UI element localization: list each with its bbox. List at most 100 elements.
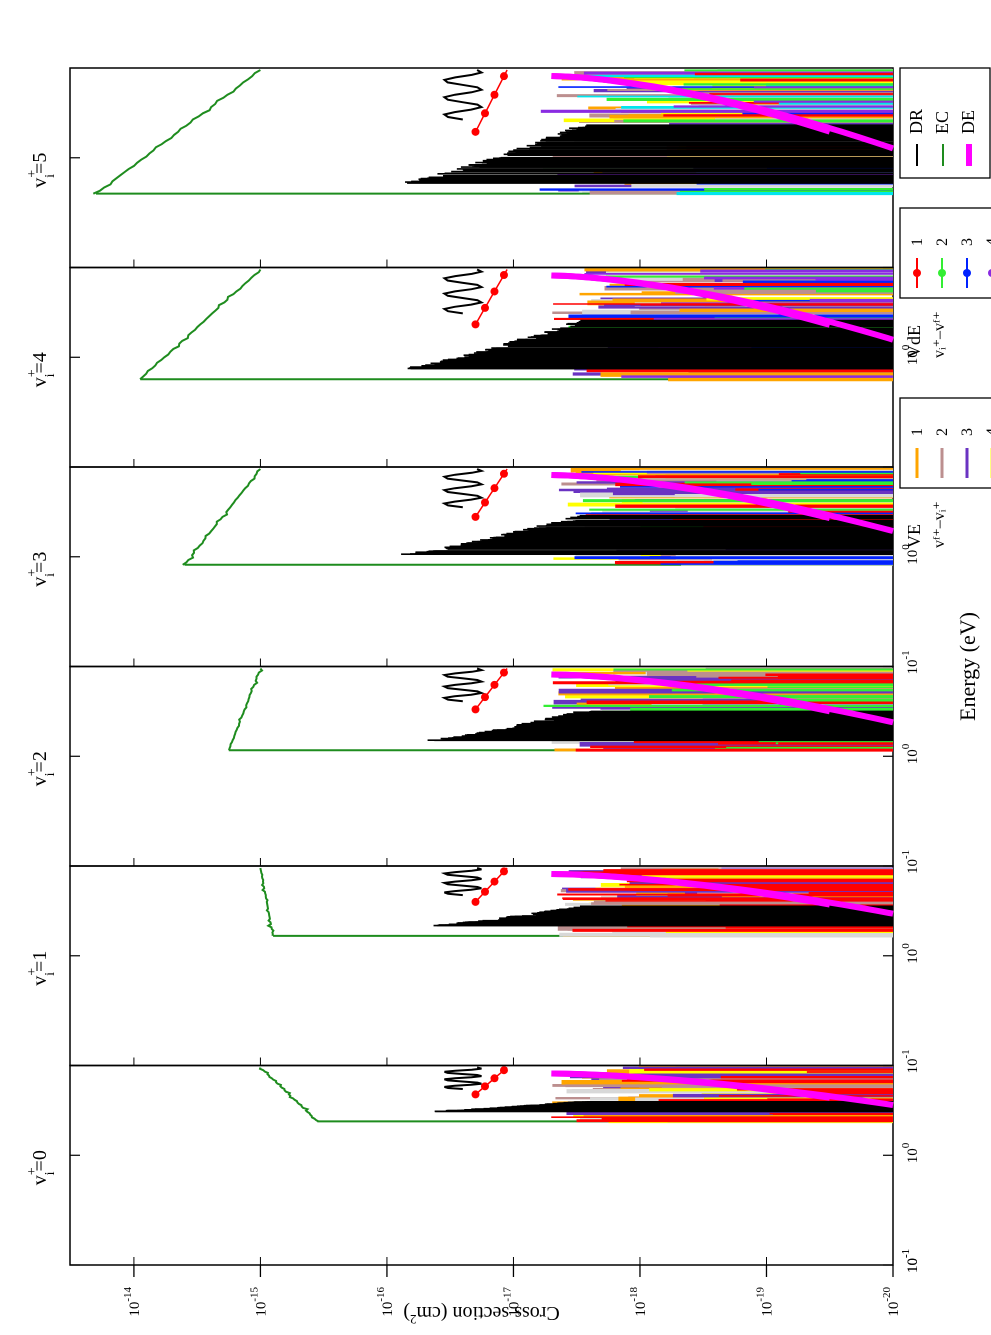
vde-marker [490,680,499,689]
legend-vde-label: 2 [934,238,951,246]
panel-label-sub: i [43,1171,58,1175]
vde-marker [471,897,480,906]
de-curve [551,472,894,534]
ec-curve [228,667,264,751]
legend-ve-label: 3 [959,428,976,436]
ec-curve [92,69,261,195]
de-curve [551,871,894,917]
vde-marker [471,512,480,521]
y-tick-exponent: -16 [375,1287,387,1302]
vde-marker [480,109,489,118]
vde-marker [471,320,480,329]
panel-label: v+ i=5 [25,153,58,188]
legend-ve-header: vᶠ⁺–vᵢ⁺ [931,501,948,548]
dr-tail [441,268,485,315]
vde-marker [499,469,508,478]
x-tick-label: 10-1 [900,850,921,874]
legend-ve-label: 2 [934,428,951,436]
y-tick-exponent: -18 [628,1287,640,1302]
x-tick-exponent: -1 [900,1049,912,1058]
legend-vde-header: vᵢ⁺–vᶠ⁺ [931,311,948,358]
panel-1: v+ i=1 10-1 100 [25,865,921,1074]
y-tick-label: 10-20 [881,1287,902,1317]
vde-marker [499,867,508,876]
x-tick-exponent: -1 [900,1249,912,1258]
figure-content: 10-2010-1910-1810-1710-1610-1510-14Cross… [25,67,991,1327]
vde-marker [490,484,499,493]
y-tick-label: 10-18 [628,1287,649,1317]
legend-vde-marker [938,269,946,277]
x-tick-exponent: 0 [900,943,912,949]
x-axis-title: Energy (eV) [955,612,980,721]
panel-label-sup: + [25,1167,40,1175]
legend-vde-label: 3 [959,238,976,246]
legend-vde-title: VdE [904,325,924,358]
legend-ve-label: 1 [909,428,926,436]
panel-label-sup: + [25,768,40,776]
y-tick-exponent: -17 [501,1287,513,1302]
panel-label-sup: + [25,569,40,577]
de-curve [551,1070,894,1108]
panel-label: v+ i=3 [25,552,58,587]
legend-label-dr: DR [906,109,926,134]
legend-vde-marker [963,269,971,277]
vde-marker [480,498,489,507]
x-tick-label: 10-1 [900,1249,921,1273]
x-tick-exponent: -1 [900,850,912,859]
dr-tail [440,667,486,703]
x-tick-label: 100 [900,743,921,764]
vde-marker [499,1066,508,1075]
x-tick-exponent: 0 [900,1142,912,1148]
vde-marker [499,72,508,81]
ec-curve [182,468,262,566]
de-curve [551,272,894,343]
x-tick-exponent: -1 [900,1249,912,1258]
vde-marker [471,1090,480,1099]
ec-curve [258,1067,319,1123]
legend-label-de: DE [958,110,978,134]
y-tick-label: 10-19 [754,1287,775,1317]
y-axis: 10-2010-1910-1810-1710-1610-1510-14Cross… [122,1265,902,1327]
legend-vde-box [899,207,991,299]
de-curve [551,671,894,726]
panel-label: v+ i=1 [25,951,58,986]
legend-vde-label: 4 [984,238,991,246]
dr-tail [441,468,485,509]
vde-curve [474,69,508,133]
x-tick-label: 10-1 [900,1049,921,1073]
x-tick-exponent: 0 [900,344,912,350]
legend-vde-marker [913,269,921,277]
y-axis-title-close: ) [403,1302,410,1324]
y-tick-exponent: -19 [754,1287,766,1302]
panel-label: v+ i=0 [25,1150,58,1185]
panel-label-eq: =0 [29,1150,51,1171]
legend-ve-label: 4 [984,428,991,436]
legend-ve-title: VE [904,524,924,548]
x-tick-label: 10-1 [900,650,921,674]
panel-label-sub: i [43,373,58,377]
panel-label-sub: i [43,174,58,178]
vde-curve [474,269,508,325]
vde-marker [490,90,499,99]
panel-label-sup: + [25,968,40,976]
panel-2: v+ i=2 10-1 100 [25,665,921,874]
y-tick-label: 10-15 [248,1287,269,1317]
dr-tail [440,867,482,897]
vde-marker [490,287,499,296]
panel-label-eq: =4 [29,352,51,373]
panel-label-sub: i [43,972,58,976]
ec-curve [139,268,262,380]
vde-marker [480,303,489,312]
rotated-plot: 10-2010-1910-1810-1710-1610-1510-14Cross… [25,67,991,1327]
x-tick-exponent: -1 [900,650,912,659]
x-tick-label: 100 [900,943,921,964]
vde-marker [499,668,508,677]
panel-label-sup: + [25,170,40,178]
panel-label-eq: =2 [29,751,51,772]
ec-curve [259,867,275,936]
